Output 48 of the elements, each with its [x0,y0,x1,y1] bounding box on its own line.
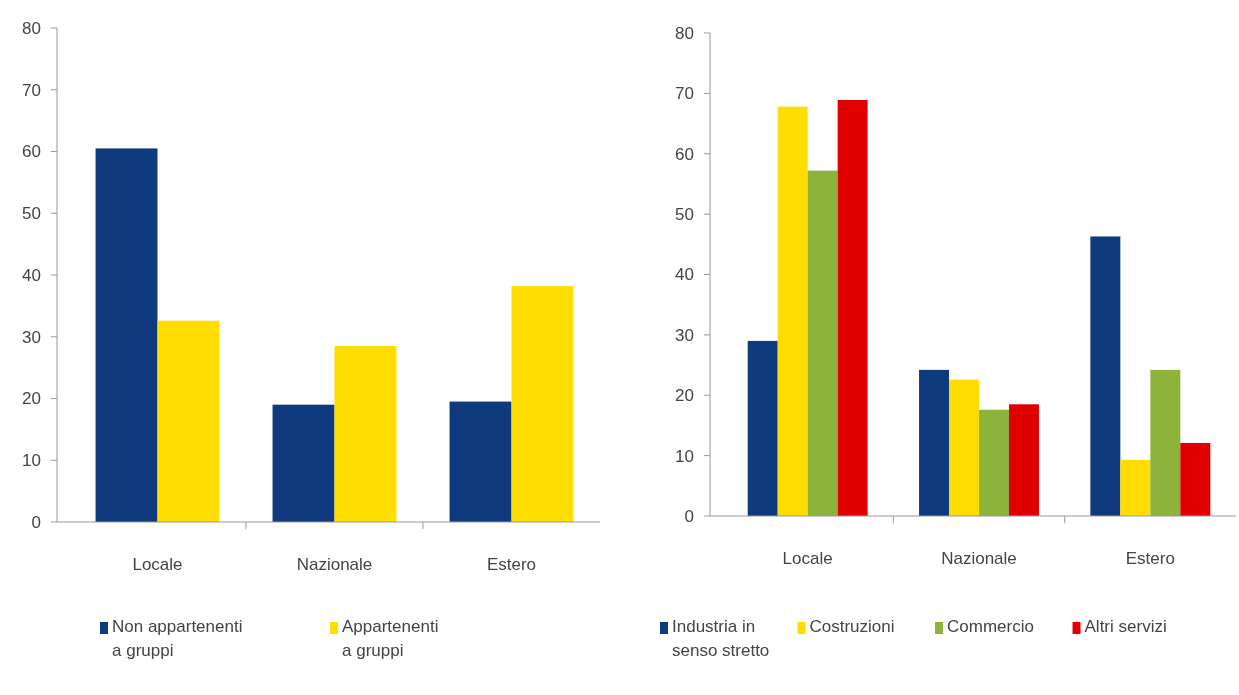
y-tick-label: 40 [22,265,41,285]
x-tick-label: Nazionale [296,555,373,574]
legend-label: Costruzioni [809,617,895,636]
bar [979,409,1009,516]
bar [157,320,220,522]
bar [1150,369,1181,516]
y-tick-label: 20 [675,386,694,406]
bar [1120,459,1151,516]
legend-label: Non appartenenti a gruppi [112,617,243,660]
bar [747,340,778,516]
y-tick-label: 20 [22,389,41,409]
y-tick-label: 10 [675,446,694,466]
y-tick-label: 70 [675,84,694,104]
y-tick-label: 50 [675,205,694,225]
x-tick-label: Nazionale [941,549,1017,568]
legend-label: Altri servizi [1084,617,1167,636]
bar [777,106,808,516]
bar [1090,236,1121,516]
bar [919,369,950,516]
bar [334,346,397,522]
y-tick-label: 50 [22,204,41,224]
y-tick-label: 0 [31,512,41,532]
legend-label: Industria in senso stretto [672,617,770,660]
y-tick-label: 80 [675,23,694,43]
bar [1008,404,1039,516]
y-tick-label: 10 [22,451,41,471]
y-tick-label: 30 [22,327,41,347]
bar [95,148,158,522]
legend-label: Commercio [947,617,1034,636]
y-tick-label: 0 [684,506,694,526]
bar [449,401,512,522]
legend-label: Appartenenti a gruppi [342,617,439,660]
y-tick-label: 70 [22,80,41,100]
bar [807,170,838,516]
bar [272,404,335,522]
y-tick-label: 80 [22,18,41,38]
x-tick-label: Estero [486,555,537,574]
y-tick-label: 60 [675,144,694,164]
bar [837,100,868,516]
x-tick-label: Locale [132,555,183,574]
x-tick-label: Estero [1125,549,1175,568]
bar [949,379,979,516]
x-tick-label: Locale [782,549,833,568]
bar [511,286,574,522]
y-tick-label: 40 [675,265,694,285]
bar [1180,442,1211,516]
y-tick-label: 30 [675,325,694,345]
y-tick-label: 60 [22,142,41,162]
